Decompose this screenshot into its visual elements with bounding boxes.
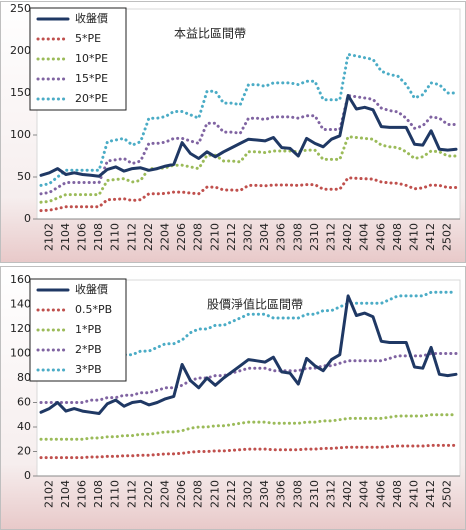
- x-tick-label: 2210: [208, 480, 221, 508]
- x-tick-label: 2110: [109, 480, 122, 508]
- x-tick-label: 2210: [208, 223, 221, 251]
- legend: 收盤價 0.5*PB 1*PB 2*PB 3*PB: [29, 278, 127, 382]
- chart-title: 本益比區間帶: [174, 27, 246, 41]
- legend-label: 2*PB: [75, 343, 102, 356]
- x-tick-label: 2312: [325, 223, 338, 251]
- x-tick-label: 2402: [341, 223, 354, 251]
- x-tick-label: 2308: [291, 480, 304, 508]
- x-tick-label: 2302: [242, 223, 255, 251]
- legend-label: 15*PE: [75, 72, 108, 85]
- legend-label: 收盤價: [75, 11, 108, 25]
- y-tick-label: 140: [10, 298, 31, 311]
- series-line: [39, 443, 458, 460]
- x-tick-label: 2412: [424, 480, 437, 508]
- chart-title: 股價淨值比區間帶: [207, 297, 303, 312]
- x-tick-label: 2204: [159, 223, 172, 251]
- x-tick-label: 2206: [175, 223, 188, 251]
- series-line: [39, 94, 458, 196]
- x-tick-label: 2308: [291, 223, 304, 251]
- legend-label: 20*PE: [75, 92, 108, 105]
- series-line: [39, 413, 458, 441]
- x-tick-label: 2306: [275, 480, 288, 508]
- x-tick-label: 2304: [258, 480, 271, 508]
- x-tick-label: 2306: [275, 223, 288, 251]
- legend-label: 1*PB: [75, 323, 102, 336]
- x-tick-label: 2212: [225, 480, 238, 508]
- x-tick-label: 2410: [408, 223, 421, 251]
- legend-label: 10*PE: [75, 52, 108, 65]
- y-tick-label: 40: [17, 420, 31, 433]
- series-line: [39, 94, 458, 178]
- series-line: [39, 52, 458, 187]
- y-tick-label: 100: [10, 128, 31, 141]
- legend-label: 5*PE: [75, 32, 101, 45]
- x-tick-label: 2410: [408, 480, 421, 508]
- x-tick-label: 2302: [242, 480, 255, 508]
- y-tick-label: 60: [17, 396, 31, 409]
- legend: 收盤價 5*PE 10*PE 15*PE 20*PE: [29, 7, 127, 111]
- x-tick-label: 2412: [424, 223, 437, 251]
- x-tick-label: 2112: [125, 223, 138, 251]
- x-tick-label: 2406: [374, 480, 387, 508]
- x-tick-label: 2108: [92, 480, 105, 508]
- x-tick-label: 2202: [142, 223, 155, 251]
- x-tick-label: 2502: [441, 223, 454, 251]
- x-tick-label: 2406: [374, 223, 387, 251]
- x-tick-label: 2206: [175, 480, 188, 508]
- y-tick-label: 50: [17, 170, 31, 183]
- y-tick-label: 0: [24, 469, 31, 482]
- y-tick-label: 80: [17, 371, 31, 384]
- x-tick-label: 2408: [391, 480, 404, 508]
- x-tick-label: 2108: [92, 223, 105, 251]
- x-tick-label: 2408: [391, 223, 404, 251]
- x-tick-label: 2310: [308, 480, 321, 508]
- legend-box: [29, 7, 127, 111]
- y-tick-label: 0: [24, 212, 31, 225]
- x-tick-label: 2104: [59, 223, 72, 251]
- series-line: [39, 135, 458, 204]
- x-tick-label: 2312: [325, 480, 338, 508]
- series-line: [39, 352, 458, 404]
- x-tick-label: 2404: [358, 223, 371, 251]
- y-tick-label: 100: [10, 347, 31, 360]
- legend-label: 0.5*PB: [75, 303, 112, 316]
- chart-panel: 0 20 40 60 80 100 120 140 160 2102 2104 2106 2108 211…: [0, 266, 466, 530]
- series-line: [39, 294, 458, 415]
- x-tick-label: 2106: [76, 223, 89, 251]
- x-tick-label: 2208: [192, 223, 205, 251]
- x-tick-label: 2204: [159, 480, 172, 508]
- y-tick-label: 250: [10, 2, 31, 15]
- y-tick-label: 120: [10, 322, 31, 335]
- x-tick-label: 2502: [441, 480, 454, 508]
- y-tick-label: 150: [10, 86, 31, 99]
- x-tick-label: 2102: [42, 223, 55, 251]
- legend-label: 3*PB: [75, 363, 102, 376]
- x-tick-label: 2212: [225, 223, 238, 251]
- legend-label: 收盤價: [75, 282, 108, 296]
- x-tick-label: 2102: [42, 480, 55, 508]
- legend-box: [29, 278, 127, 382]
- x-tick-label: 2112: [125, 480, 138, 508]
- x-tick-label: 2402: [341, 480, 354, 508]
- x-tick-label: 2106: [76, 480, 89, 508]
- x-tick-label: 2304: [258, 223, 271, 251]
- y-tick-label: 20: [17, 445, 31, 458]
- series-line: [39, 176, 458, 213]
- x-tick-label: 2202: [142, 480, 155, 508]
- x-tick-label: 2208: [192, 480, 205, 508]
- y-tick-label: 200: [10, 44, 31, 57]
- x-tick-label: 2310: [308, 223, 321, 251]
- y-tick-label: 160: [10, 273, 31, 286]
- x-tick-label: 2110: [109, 223, 122, 251]
- x-tick-label: 2104: [59, 480, 72, 508]
- x-tick-label: 2404: [358, 480, 371, 508]
